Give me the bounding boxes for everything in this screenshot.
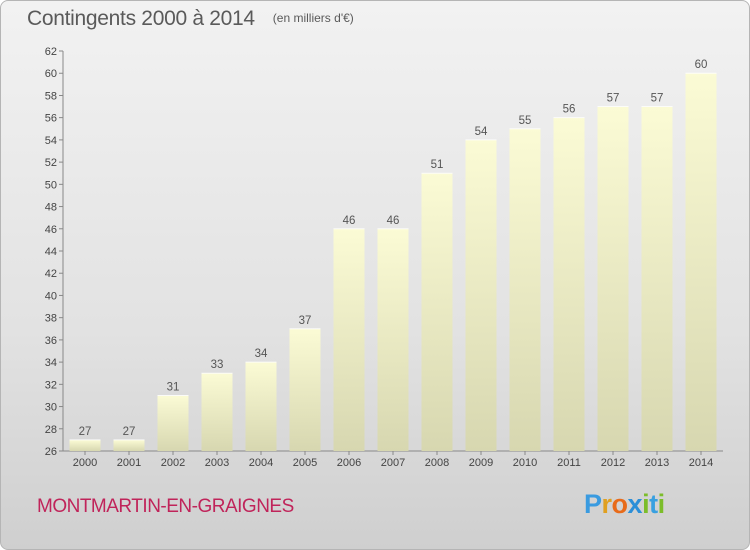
x-tick-label: 2007 bbox=[381, 457, 405, 469]
bars bbox=[69, 72, 717, 452]
x-tick-label: 2014 bbox=[689, 457, 713, 469]
bar-2002 bbox=[157, 395, 189, 451]
logo-letter: t bbox=[649, 489, 658, 519]
y-tick-label: 54 bbox=[45, 135, 57, 147]
logo-letter: r bbox=[601, 489, 613, 519]
y-tick-label: 48 bbox=[45, 202, 57, 214]
bar-2005 bbox=[289, 328, 321, 451]
y-axis: 26 28 30 32 34 36 38 40 42 44 46 48 50 52 54 56 58 60 62 bbox=[45, 46, 64, 458]
data-label-2000: 27 bbox=[79, 426, 92, 438]
data-label-2014: 60 bbox=[695, 59, 708, 71]
x-tick-label: 2003 bbox=[205, 457, 229, 469]
x-tick-label: 2005 bbox=[293, 457, 317, 469]
bar-2010 bbox=[509, 128, 541, 451]
logo-letter: o bbox=[611, 489, 629, 519]
bar-2004 bbox=[245, 362, 277, 451]
title-row: Contingents 2000 à 2014 (en milliers d'€) bbox=[27, 7, 354, 31]
x-tick-label: 2012 bbox=[601, 457, 625, 469]
data-label-2003: 33 bbox=[211, 359, 224, 371]
data-label-2010: 55 bbox=[519, 115, 532, 127]
data-label-2004: 34 bbox=[255, 348, 268, 360]
bar-2006 bbox=[333, 228, 365, 451]
bar-2003 bbox=[201, 373, 233, 451]
x-axis: 2000 2001 2002 2003 2004 2005 2006 2007 2008 2009… bbox=[63, 450, 723, 469]
bar-2007 bbox=[377, 228, 409, 451]
y-tick-label: 32 bbox=[45, 379, 57, 391]
x-tick-label: 2008 bbox=[425, 457, 449, 469]
logo-letter: x bbox=[627, 489, 643, 519]
y-tick-label: 36 bbox=[45, 335, 57, 347]
chart-subtitle: (en milliers d'€) bbox=[272, 11, 354, 25]
y-tick-label: 30 bbox=[45, 402, 57, 414]
data-label-2002: 31 bbox=[167, 381, 180, 393]
bar-2012 bbox=[597, 106, 629, 452]
data-label-2005: 37 bbox=[299, 315, 312, 327]
y-tick-label: 40 bbox=[45, 290, 57, 302]
logo-letter: i bbox=[657, 489, 666, 519]
y-tick-label: 56 bbox=[45, 113, 57, 125]
data-label-2006: 46 bbox=[343, 215, 356, 227]
bar-2008 bbox=[421, 173, 453, 451]
y-tick-label: 34 bbox=[45, 357, 57, 369]
y-tick-label: 50 bbox=[45, 179, 57, 191]
y-tick-label: 58 bbox=[45, 90, 57, 102]
bar-2011 bbox=[553, 117, 585, 452]
x-tick-label: 2001 bbox=[117, 457, 141, 469]
y-tick-label: 60 bbox=[45, 68, 57, 80]
x-tick-label: 2000 bbox=[73, 457, 97, 469]
x-tick-label: 2009 bbox=[469, 457, 493, 469]
y-tick-label: 62 bbox=[45, 46, 57, 58]
logo-letter: i bbox=[642, 489, 650, 519]
bar-2001 bbox=[113, 439, 145, 451]
bar-2000 bbox=[69, 439, 101, 451]
chart-title: Contingents 2000 à 2014 bbox=[27, 7, 255, 30]
data-label-2008: 51 bbox=[431, 159, 444, 171]
data-label-2007: 46 bbox=[387, 215, 400, 227]
y-tick-label: 28 bbox=[45, 424, 57, 436]
x-tick-label: 2002 bbox=[161, 457, 185, 469]
y-tick-label: 26 bbox=[45, 446, 57, 458]
data-label-2001: 27 bbox=[123, 426, 136, 438]
x-tick-label: 2004 bbox=[249, 457, 273, 469]
x-tick-label: 2010 bbox=[513, 457, 537, 469]
bar-2013 bbox=[641, 106, 673, 452]
y-tick-label: 44 bbox=[45, 246, 57, 258]
data-label-2011: 56 bbox=[563, 104, 576, 116]
x-tick-label: 2006 bbox=[337, 457, 361, 469]
y-tick-label: 52 bbox=[45, 157, 57, 169]
data-label-2013: 57 bbox=[651, 93, 664, 105]
data-label-2012: 57 bbox=[607, 93, 620, 105]
y-tick-label: 42 bbox=[45, 268, 57, 280]
proxiti-logo: Proxiti bbox=[584, 489, 665, 520]
bar-2014 bbox=[685, 73, 717, 451]
y-tick-label: 46 bbox=[45, 224, 57, 236]
x-tick-label: 2011 bbox=[557, 457, 581, 469]
bar-2009 bbox=[465, 139, 497, 451]
commune-name: MONTMARTIN-EN-GRAIGNES bbox=[37, 496, 294, 517]
y-tick-label: 38 bbox=[45, 313, 57, 325]
logo-letter: P bbox=[584, 489, 602, 519]
x-tick-label: 2013 bbox=[645, 457, 669, 469]
data-label-2009: 54 bbox=[475, 126, 488, 138]
data-labels: 27 27 31 33 34 37 46 46 51 54 55 56 57 57 60 bbox=[79, 59, 708, 438]
